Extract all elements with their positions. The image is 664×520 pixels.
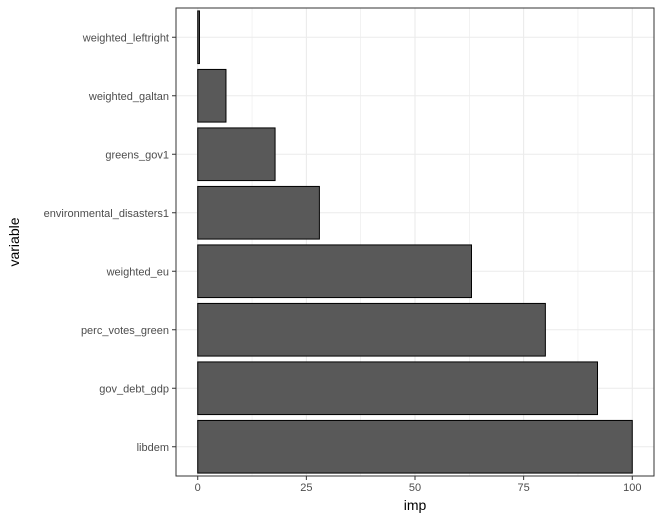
y-tick-label: greens_gov1 — [105, 149, 169, 161]
y-tick-label: gov_debt_gdp — [99, 383, 169, 395]
bar — [197, 419, 633, 474]
x-tick-label: 100 — [623, 482, 641, 494]
y-tick-label: libdem — [137, 442, 169, 454]
bar — [197, 244, 472, 299]
x-axis: 0 25 50 75 100 — [195, 476, 641, 494]
y-axis-title: variable — [6, 217, 22, 266]
bar — [197, 185, 320, 240]
bar — [197, 68, 227, 123]
x-tick-label: 25 — [300, 482, 312, 494]
x-axis-title: imp — [404, 497, 427, 513]
y-tick-label: perc_votes_green — [81, 325, 169, 337]
y-tick-label: weighted_leftright — [82, 32, 169, 44]
y-tick-label: environmental_disasters1 — [44, 208, 169, 220]
bar — [197, 10, 200, 65]
bar — [197, 302, 546, 357]
bar — [197, 361, 599, 416]
x-tick-label: 75 — [518, 482, 530, 494]
bars — [197, 10, 633, 474]
y-tick-label: weighted_galtan — [88, 91, 169, 103]
x-tick-label: 0 — [195, 482, 201, 494]
x-tick-label: 50 — [409, 482, 421, 494]
y-tick-label: weighted_eu — [106, 266, 169, 278]
bar — [197, 127, 276, 182]
y-axis: weighted_leftright weighted_galtan greens_… — [44, 32, 176, 454]
